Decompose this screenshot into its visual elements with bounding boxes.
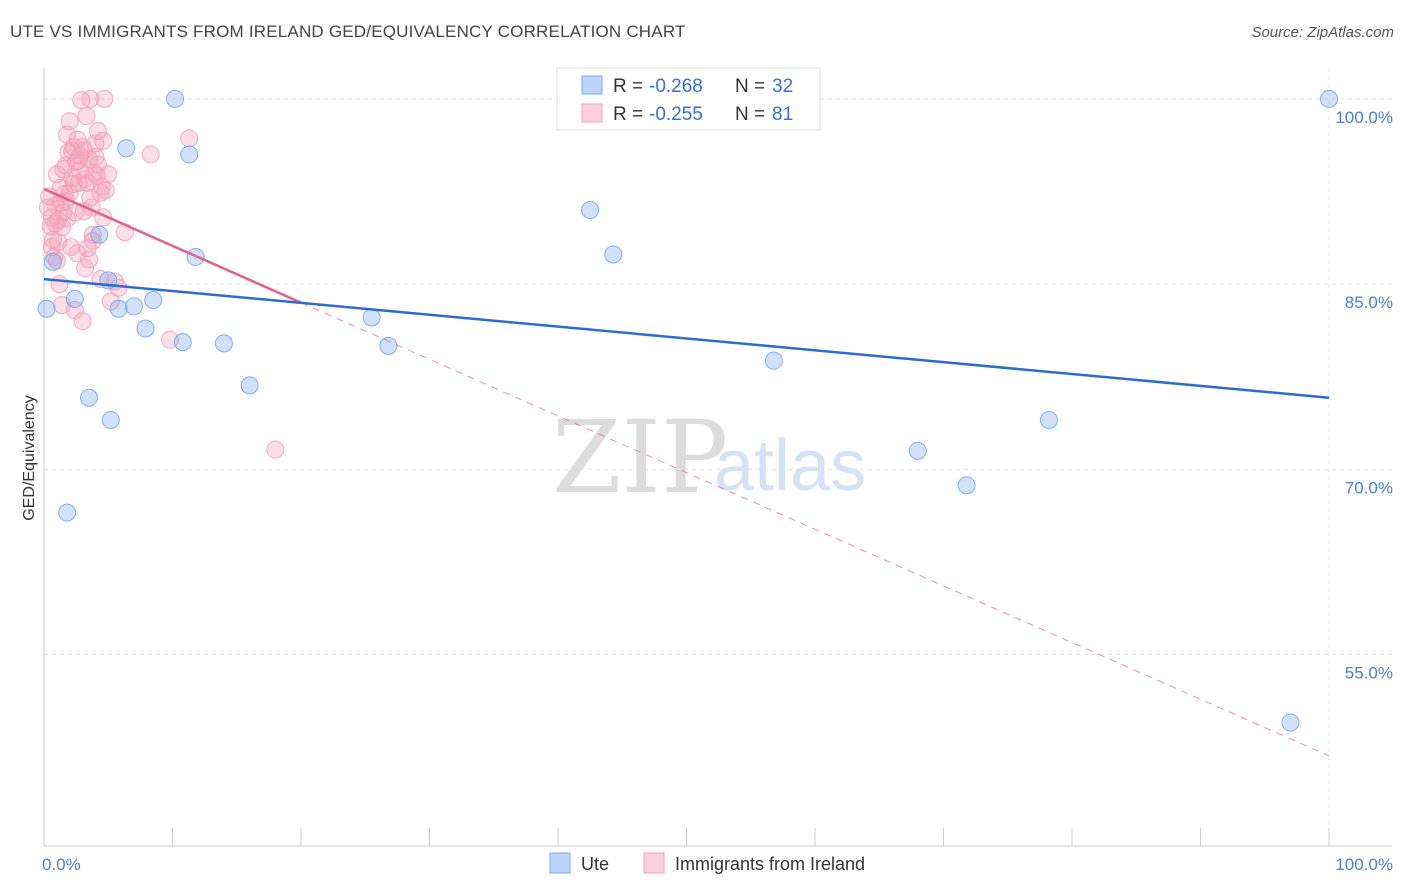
x-tick-label-left: 0.0% [42, 855, 81, 874]
ireland-point-58 [68, 244, 87, 263]
ute-point-29 [1320, 89, 1338, 108]
ireland-point-45 [101, 292, 120, 311]
ute-point-0 [37, 299, 56, 318]
legend-ute-r-value: -0.268 [649, 76, 703, 97]
ute-point-19 [362, 308, 381, 327]
ireland-point-26 [73, 312, 92, 331]
ireland-point-25 [72, 91, 91, 110]
ute-point-17 [214, 334, 233, 353]
legend-swatch-ute [581, 75, 603, 95]
ute-trendline [43, 277, 1330, 399]
ireland-point-52 [266, 440, 285, 459]
legend-ireland-r-label: R = [613, 104, 648, 125]
ute-point-8 [109, 299, 128, 318]
legend-ireland-n-label: N = [735, 104, 770, 125]
bottom-legend-ireland: Immigrants from Ireland [675, 854, 865, 874]
chart-source: Source: ZipAtlas.com [1251, 24, 1394, 41]
ute-point-25 [908, 441, 927, 460]
ireland-point-41 [94, 131, 113, 150]
legend-swatch-ireland [581, 103, 603, 123]
ute-point-26 [957, 476, 976, 495]
ireland-point-75 [64, 175, 83, 194]
watermark-atlas: atlas [714, 426, 866, 506]
ireland-point-78 [79, 250, 98, 269]
ireland-point-62 [88, 155, 107, 174]
x-tick-label-right: 100.0% [1335, 855, 1393, 874]
ireland-point-8 [50, 275, 69, 294]
ute-point-7 [101, 410, 120, 429]
ireland-point-79 [86, 147, 105, 166]
ute-point-20 [379, 336, 398, 355]
ireland-point-35 [85, 163, 104, 182]
ute-point-5 [90, 225, 109, 244]
legend: R = -0.268 N = 32 R = -0.255 N = 81 [556, 67, 821, 131]
ireland-point-76 [69, 151, 88, 170]
bottom-legend: Ute Immigrants from Ireland [549, 852, 865, 874]
ireland-point-38 [88, 121, 107, 140]
ireland-point-73 [52, 218, 71, 237]
bottom-legend-ute: Ute [581, 854, 609, 874]
legend-ute-r-label: R = [613, 76, 648, 97]
ute-point-4 [79, 388, 98, 407]
chart-title: UTE VS IMMIGRANTS FROM IRELAND GED/EQUIV… [10, 22, 686, 41]
y-tick-label-0: 100.0% [1335, 108, 1393, 127]
ireland-point-80 [91, 183, 110, 202]
ireland-point-43 [96, 181, 115, 200]
ireland-point-69 [76, 259, 95, 278]
ute-point-28 [1281, 713, 1300, 732]
ute-point-14 [173, 333, 192, 352]
bottom-legend-swatch-ireland [643, 852, 665, 874]
y-tick-labels: 100.0% 85.0% 70.0% 55.0% [1335, 108, 1393, 683]
ireland-point-29 [77, 107, 96, 126]
legend-ute-n-value: 32 [772, 76, 793, 97]
ute-point-18 [240, 376, 259, 395]
ute-point-13 [166, 89, 185, 108]
ute-point-3 [65, 289, 84, 308]
trendlines [43, 187, 1330, 757]
ireland-point-65 [54, 160, 73, 179]
ireland-point-71 [42, 238, 61, 257]
ireland-point-57 [63, 141, 82, 160]
bottom-legend-swatch-ute [549, 852, 571, 874]
watermark-zip: ZIP [552, 399, 728, 516]
ireland-point-59 [73, 138, 92, 157]
ute-point-27 [1039, 410, 1058, 429]
ute-point-2 [58, 503, 77, 522]
ute-point-21 [581, 201, 600, 220]
ireland-points [38, 89, 285, 459]
ute-point-24 [764, 351, 783, 370]
x-ticks [172, 828, 1330, 846]
ute-point-1 [43, 252, 62, 271]
ute-point-10 [124, 297, 143, 316]
y-axis-title: GED/Equivalency [21, 395, 38, 520]
ireland-point-51 [180, 129, 199, 148]
ireland-point-49 [141, 145, 160, 164]
ireland-point-32 [81, 89, 100, 108]
legend-ireland-r-value: -0.255 [649, 104, 703, 125]
ireland-point-42 [95, 89, 114, 108]
axes [43, 68, 1392, 847]
y-tick-label-2: 70.0% [1345, 478, 1393, 497]
ireland-point-16 [60, 112, 79, 131]
ute-points [37, 89, 1338, 732]
ute-point-15 [180, 145, 199, 164]
watermark: ZIP atlas [552, 399, 866, 516]
y-tick-label-1: 85.0% [1345, 293, 1393, 312]
ute-point-22 [604, 245, 623, 264]
ireland-trendline-extension [300, 302, 1330, 757]
ireland-point-61 [83, 225, 102, 244]
ute-point-12 [144, 291, 163, 310]
legend-ute-n-label: N = [735, 76, 770, 97]
y-tick-label-3: 55.0% [1345, 664, 1393, 683]
ute-point-11 [136, 319, 155, 338]
ireland-point-74 [58, 125, 77, 144]
ireland-trendline [43, 187, 302, 304]
legend-ireland-n-value: 81 [772, 104, 793, 125]
ute-point-9 [117, 139, 136, 158]
